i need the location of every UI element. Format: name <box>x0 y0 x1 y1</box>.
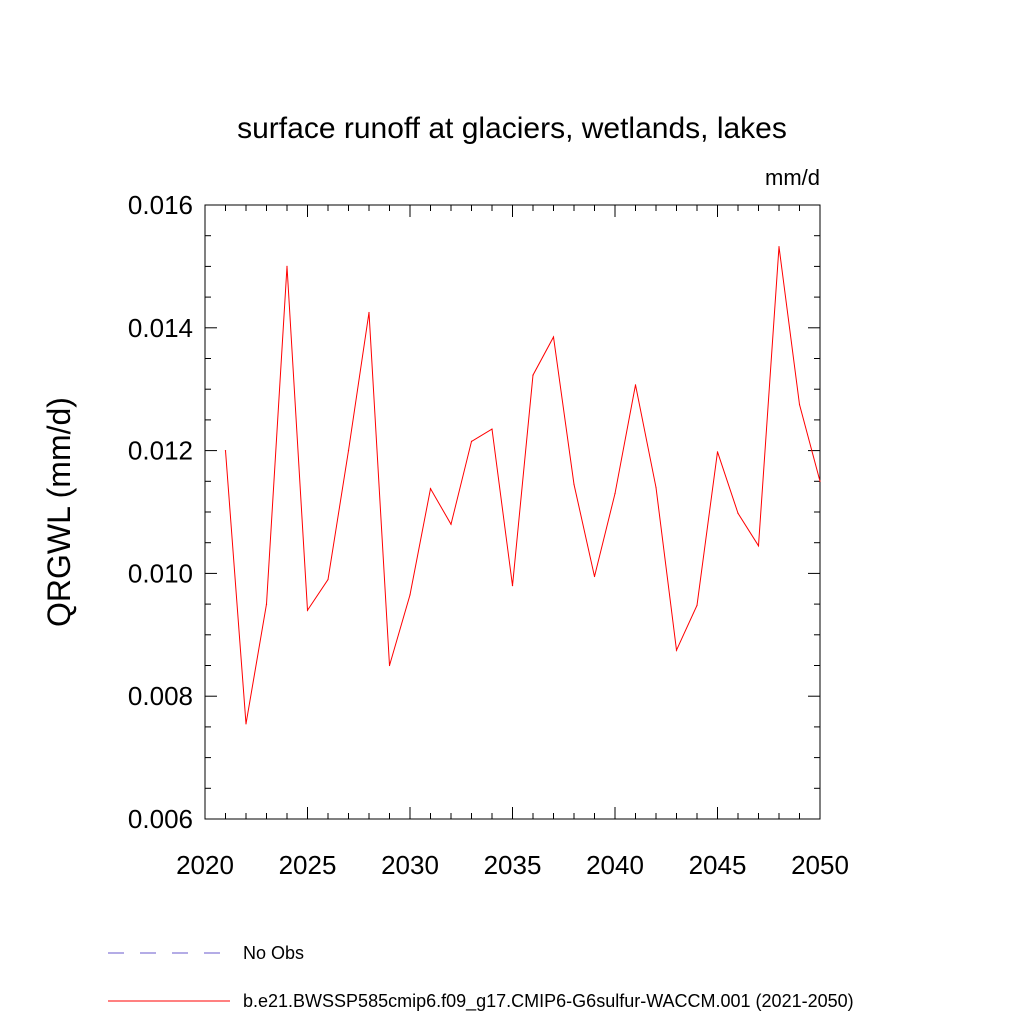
y-tick-label: 0.012 <box>128 436 193 466</box>
data-point <box>593 575 596 578</box>
data-point <box>716 451 719 453</box>
data-point <box>388 664 391 667</box>
series-layer <box>224 246 821 725</box>
x-tick-label: 2025 <box>279 850 337 880</box>
axes: 2020 2025 2030 2035 2040 2045 2050 0.006 0.008 0.… <box>128 190 849 880</box>
y-tick-label: 0.014 <box>128 313 193 343</box>
data-point <box>552 336 555 338</box>
y-tick-label: 0.008 <box>128 681 193 711</box>
x-tick-label: 2035 <box>484 850 542 880</box>
x-tick-label: 2045 <box>689 850 747 880</box>
data-point <box>819 480 821 482</box>
data-point <box>675 649 678 651</box>
data-point <box>573 483 575 485</box>
data-point <box>614 492 616 495</box>
data-point <box>798 403 801 406</box>
y-tick-label: 0.006 <box>128 804 193 834</box>
data-point <box>634 384 637 386</box>
data-point <box>491 428 493 430</box>
x-tick-label: 2050 <box>791 850 849 880</box>
data-point <box>368 311 370 314</box>
x-tick-label: 2020 <box>176 850 234 880</box>
data-point <box>409 594 411 596</box>
data-point <box>696 604 698 606</box>
legend-label: No Obs <box>243 943 304 963</box>
data-point <box>470 440 473 442</box>
x-tick-label: 2030 <box>381 850 439 880</box>
x-tick-label: 2040 <box>586 850 644 880</box>
data-point <box>757 545 760 547</box>
data-point <box>286 265 288 267</box>
legend: No Obs b.e21.BWSSP585cmip6.f09_g17.CMIP6-… <box>108 943 854 1012</box>
data-point <box>347 450 350 452</box>
units-label: mm/d <box>765 165 820 190</box>
y-axis-label: QRGWL (mm/d) <box>41 397 77 627</box>
data-point <box>511 585 514 587</box>
plot-frame <box>204 204 821 820</box>
data-point <box>327 578 329 581</box>
legend-label: b.e21.BWSSP585cmip6.f09_g17.CMIP6-G6sulf… <box>243 991 854 1012</box>
data-point <box>532 374 534 376</box>
data-point <box>265 603 268 605</box>
data-point <box>224 450 227 452</box>
y-tick-label: 0.016 <box>128 190 193 220</box>
data-point <box>450 523 452 525</box>
y-tick-label: 0.010 <box>128 558 193 588</box>
data-point <box>245 723 247 725</box>
data-point <box>778 246 780 248</box>
data-point <box>306 609 309 611</box>
data-point <box>429 488 432 490</box>
series-line <box>225 246 821 724</box>
data-point <box>655 486 657 489</box>
data-point <box>737 512 739 514</box>
chart-title: surface runoff at glaciers, wetlands, la… <box>237 112 787 145</box>
